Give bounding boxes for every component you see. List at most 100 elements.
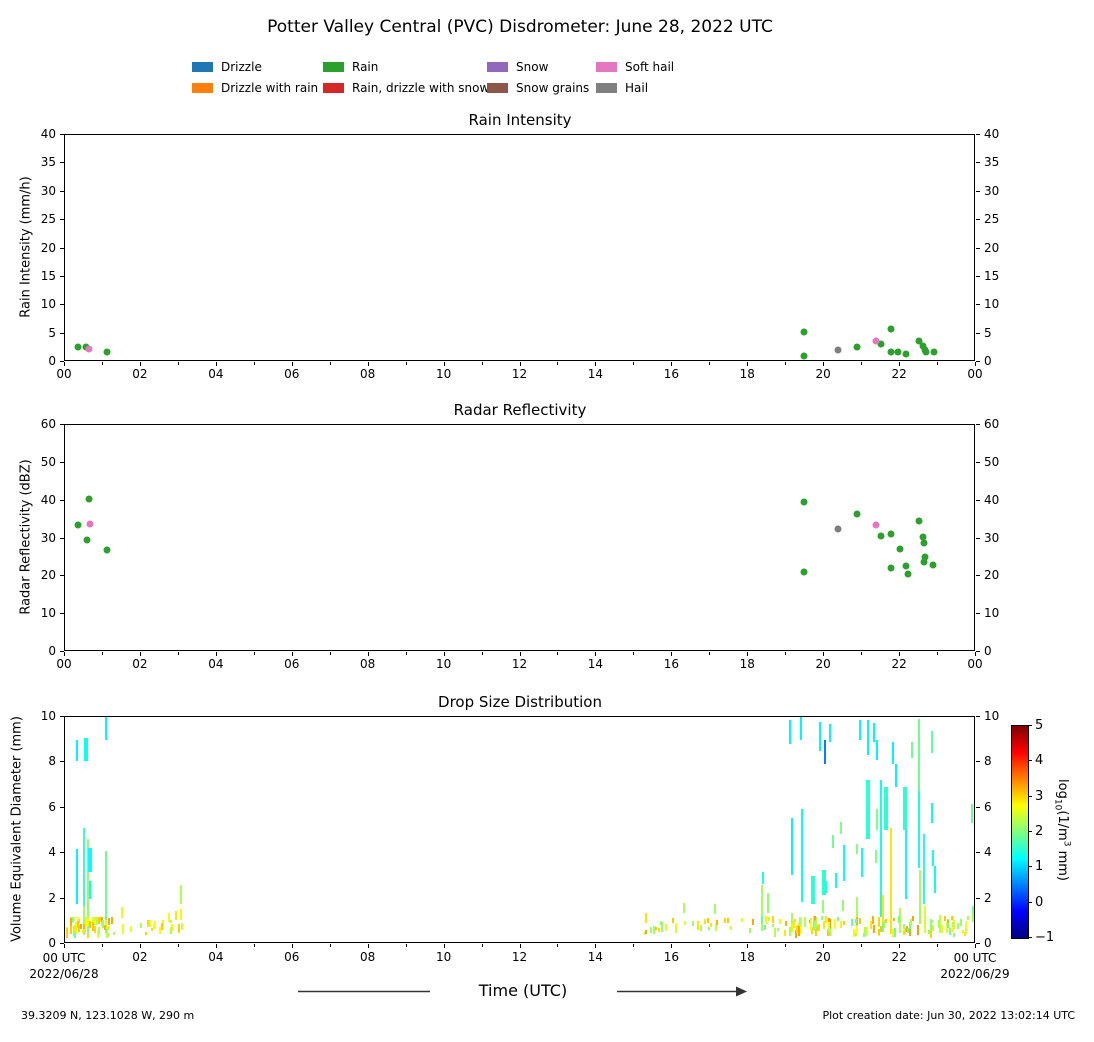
x-tick-major bbox=[367, 362, 369, 366]
time-axis-arrows bbox=[298, 986, 747, 997]
dsd-segment bbox=[162, 919, 165, 930]
y-tick-label-right: 40 bbox=[984, 127, 1000, 141]
legend-item-label: Snow grains bbox=[516, 81, 590, 95]
dsd-segment bbox=[923, 834, 925, 904]
scatter-point-rain bbox=[103, 546, 111, 554]
dsd-segment bbox=[855, 925, 858, 935]
dsd-segment bbox=[779, 919, 782, 924]
dsd-segment bbox=[139, 922, 142, 928]
scatter-point-soft-hail bbox=[86, 520, 94, 528]
x-tick-minor bbox=[101, 652, 103, 655]
dsd-segment bbox=[84, 923, 87, 932]
dsd-segment bbox=[855, 844, 858, 855]
dsd-segment bbox=[878, 929, 881, 936]
colorbar-label: log10(1/m3 mm) bbox=[1053, 779, 1072, 881]
y-tick-label-right: 20 bbox=[984, 240, 1000, 255]
dsd-segment bbox=[784, 930, 787, 936]
plot-creation-date: Plot creation date: Jun 30, 2022 13:02:1… bbox=[822, 1009, 1075, 1022]
dsd-segment bbox=[153, 921, 156, 929]
dsd-segment bbox=[882, 894, 885, 931]
dsd-segment bbox=[644, 929, 647, 935]
y-tick-label-right: 10 bbox=[984, 606, 1000, 621]
x-tick-major bbox=[64, 652, 65, 656]
y-tick-label-left: 60 bbox=[40, 417, 56, 431]
y-tick-left bbox=[60, 716, 64, 717]
dsd-segment bbox=[800, 918, 803, 924]
x-tick-minor bbox=[709, 944, 711, 947]
y-tick-label-left: 10 bbox=[40, 709, 56, 723]
dsd-segment bbox=[821, 870, 826, 895]
dsd-segment bbox=[80, 923, 83, 929]
dsd-segment bbox=[169, 926, 172, 935]
legend-swatch-snow-grains bbox=[487, 83, 508, 93]
dsd-segment bbox=[952, 922, 955, 928]
dsd-segment bbox=[804, 916, 807, 927]
scatter-point-rain bbox=[74, 343, 82, 350]
dsd-segment bbox=[144, 931, 147, 935]
dsd-segment bbox=[899, 908, 902, 933]
x-tick-major bbox=[671, 944, 673, 948]
x-tick-major bbox=[367, 652, 369, 656]
y-tick-right bbox=[976, 651, 980, 652]
y-tick-label-left: 30 bbox=[40, 530, 56, 545]
x-tick-major bbox=[671, 362, 673, 366]
dsd-segment bbox=[831, 835, 834, 848]
y-tick-right bbox=[976, 190, 980, 192]
scatter-point-rain bbox=[902, 350, 910, 358]
x-tick-minor bbox=[253, 362, 255, 365]
dsd-segment bbox=[96, 930, 99, 938]
y-tick-label-left: 6 bbox=[48, 799, 56, 814]
y-tick-right bbox=[976, 716, 980, 717]
scatter-point-soft-hail bbox=[872, 521, 880, 529]
dsd-segment bbox=[837, 917, 840, 921]
dsd-segment bbox=[894, 764, 897, 787]
dsd-segment bbox=[944, 916, 947, 921]
dsd-segment bbox=[152, 924, 155, 929]
scatter-point-rain bbox=[915, 517, 923, 525]
dsd-segment bbox=[655, 927, 658, 931]
x-tick-label: 16 bbox=[663, 657, 679, 671]
x-tick-major bbox=[899, 652, 901, 656]
colorbar-tick-label: 3 bbox=[1035, 788, 1044, 804]
dsd-segment bbox=[72, 917, 75, 921]
y-tick-left bbox=[60, 361, 64, 362]
colorbar-tick-label: 5 bbox=[1035, 718, 1044, 733]
y-tick-label-right: 25 bbox=[984, 212, 1000, 227]
dsd-segment bbox=[897, 916, 900, 923]
dsd-segment bbox=[88, 881, 91, 900]
dsd-segment bbox=[826, 916, 829, 923]
x-tick-major bbox=[443, 652, 445, 656]
dsd-segment bbox=[87, 917, 90, 926]
dsd-segment bbox=[180, 922, 183, 930]
scatter-point-rain bbox=[887, 325, 895, 332]
scatter-point-rain bbox=[919, 533, 927, 541]
panel-title-drop-size-distribution: Drop Size Distribution bbox=[438, 693, 602, 711]
x-tick-label: 14 bbox=[587, 657, 604, 671]
dsd-segment bbox=[965, 921, 968, 929]
x-tick-minor bbox=[253, 652, 255, 655]
x-tick-minor bbox=[329, 362, 331, 365]
dsd-segment bbox=[791, 923, 794, 932]
dsd-segment bbox=[120, 907, 123, 919]
y-tick-label-left: 25 bbox=[40, 212, 56, 227]
y-tick-label-right: 8 bbox=[984, 754, 992, 769]
dsd-segment bbox=[929, 926, 932, 935]
dsd-segment bbox=[160, 923, 163, 930]
dsd-segment bbox=[104, 925, 107, 931]
scatter-point-rain bbox=[894, 348, 902, 356]
dsd-segment bbox=[764, 924, 767, 931]
x-tick-major bbox=[64, 362, 65, 366]
dsd-segment bbox=[893, 927, 896, 938]
x-tick-major bbox=[747, 652, 749, 656]
dsd-segment bbox=[797, 926, 800, 937]
dsd-segment bbox=[799, 717, 802, 740]
x-tick-label: 12 bbox=[511, 367, 528, 381]
dsd-segment bbox=[87, 838, 90, 935]
y-tick-left bbox=[60, 332, 64, 334]
x-tick-minor bbox=[557, 652, 559, 655]
x-tick-major bbox=[595, 362, 597, 366]
dsd-segment bbox=[859, 720, 862, 740]
x-tick-major bbox=[975, 362, 976, 366]
dsd-segment bbox=[872, 722, 875, 742]
y-tick-label-left: 40 bbox=[40, 492, 56, 507]
